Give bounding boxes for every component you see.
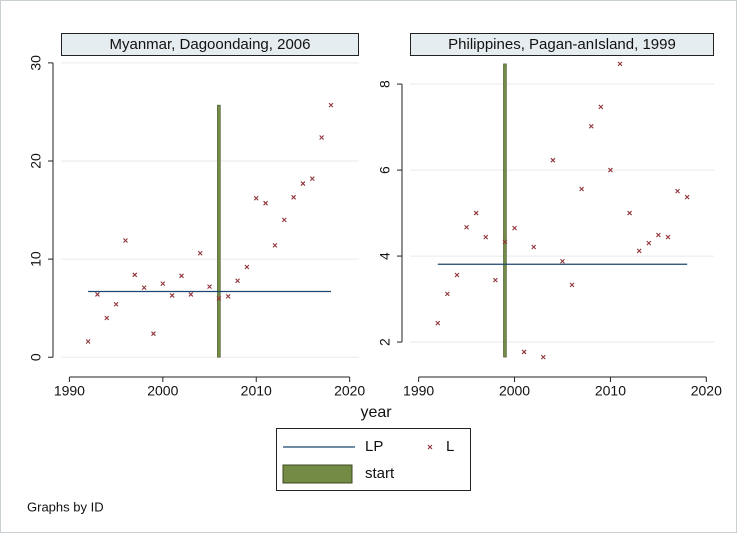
l-marker bbox=[263, 200, 268, 206]
l-marker bbox=[665, 234, 671, 240]
x-tick-label: 1990 bbox=[54, 383, 85, 399]
l-marker bbox=[113, 301, 119, 307]
l-marker bbox=[492, 277, 498, 283]
l-marker bbox=[95, 292, 100, 297]
l-marker bbox=[291, 194, 296, 200]
l-marker bbox=[300, 181, 306, 186]
y-tick-label: 6 bbox=[377, 166, 393, 174]
l-marker bbox=[445, 291, 450, 297]
l-marker bbox=[309, 176, 315, 182]
start-bar bbox=[217, 104, 221, 358]
l-marker bbox=[646, 240, 652, 246]
l-marker bbox=[675, 188, 680, 194]
legend-swatch bbox=[427, 444, 433, 450]
l-marker bbox=[207, 284, 212, 289]
x-axis-title: year bbox=[360, 404, 392, 421]
l-marker bbox=[151, 331, 156, 337]
l-marker bbox=[281, 217, 287, 223]
l-marker bbox=[328, 102, 334, 108]
y-tick-label: 20 bbox=[28, 153, 44, 169]
l-marker bbox=[512, 225, 517, 231]
l-marker bbox=[636, 248, 642, 254]
panel-title: Myanmar, Dagoondaing, 2006 bbox=[110, 36, 311, 53]
l-marker bbox=[188, 292, 194, 297]
l-marker bbox=[319, 135, 325, 140]
x-tick-label: 1990 bbox=[403, 383, 434, 399]
y-tick-label: 30 bbox=[28, 55, 44, 71]
y-tick-label: 8 bbox=[377, 80, 393, 88]
note: Graphs by ID bbox=[27, 499, 104, 514]
l-marker bbox=[521, 349, 527, 355]
x-tick-label: 2020 bbox=[334, 383, 365, 399]
l-marker bbox=[85, 339, 91, 344]
l-marker bbox=[160, 281, 166, 287]
l-marker bbox=[104, 315, 110, 321]
l-marker bbox=[216, 295, 222, 301]
l-marker bbox=[454, 272, 460, 278]
l-marker bbox=[608, 167, 613, 173]
l-marker bbox=[550, 157, 556, 163]
l-marker bbox=[560, 258, 565, 264]
l-marker bbox=[272, 243, 278, 248]
l-marker bbox=[588, 123, 594, 129]
l-marker bbox=[579, 186, 585, 192]
start-bar bbox=[503, 63, 507, 358]
y-tick-label: 0 bbox=[28, 353, 44, 361]
x-tick-label: 2000 bbox=[147, 383, 178, 399]
x-tick-label: 2020 bbox=[691, 383, 722, 399]
l-marker bbox=[569, 282, 575, 288]
x-tick-label: 2010 bbox=[241, 383, 272, 399]
l-marker bbox=[169, 293, 175, 298]
l-marker bbox=[464, 224, 469, 230]
l-marker bbox=[244, 264, 250, 270]
legend-label: LP bbox=[365, 438, 383, 455]
l-marker bbox=[483, 234, 489, 240]
l-marker bbox=[123, 238, 128, 243]
l-marker bbox=[141, 285, 147, 290]
y-tick-label: 10 bbox=[28, 251, 44, 267]
y-tick-label: 2 bbox=[377, 338, 393, 346]
x-tick-label: 2010 bbox=[595, 383, 626, 399]
l-marker bbox=[225, 294, 231, 299]
legend-label: L bbox=[446, 438, 454, 455]
l-marker bbox=[197, 250, 203, 256]
plot-area bbox=[410, 57, 714, 370]
l-marker bbox=[235, 278, 240, 284]
l-marker bbox=[179, 273, 184, 279]
l-marker bbox=[627, 210, 632, 216]
l-marker bbox=[684, 194, 690, 200]
l-marker bbox=[617, 61, 623, 67]
l-marker bbox=[435, 320, 441, 326]
panel-title: Philippines, Pagan-anIsland, 1999 bbox=[448, 36, 676, 53]
legend-label: start bbox=[365, 465, 395, 482]
plot-area bbox=[61, 57, 359, 370]
l-marker bbox=[132, 272, 138, 278]
l-marker bbox=[598, 104, 604, 110]
l-marker bbox=[253, 195, 259, 201]
panel-title-box bbox=[410, 33, 714, 56]
panel-title-box bbox=[61, 33, 359, 56]
l-marker bbox=[540, 354, 546, 360]
y-tick-label: 4 bbox=[377, 252, 393, 260]
l-marker bbox=[531, 244, 537, 250]
x-tick-label: 2000 bbox=[499, 383, 530, 399]
l-marker bbox=[473, 210, 479, 216]
l-marker bbox=[655, 232, 661, 238]
legend-swatch bbox=[282, 464, 353, 484]
l-marker bbox=[502, 239, 508, 245]
